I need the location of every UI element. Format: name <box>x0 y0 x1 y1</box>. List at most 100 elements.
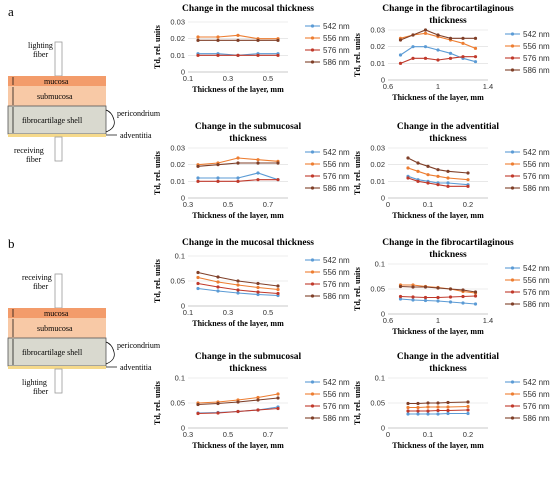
data-point <box>216 289 220 293</box>
submucosa-layer <box>8 318 106 338</box>
legend-marker <box>510 68 515 72</box>
legend-marker <box>310 282 315 286</box>
x-axis-label: Thickness of the layer, mm <box>392 93 484 102</box>
legend-marker <box>310 270 315 274</box>
data-point <box>411 295 415 299</box>
data-point <box>436 286 440 290</box>
data-point <box>256 395 260 400</box>
data-point <box>406 412 410 416</box>
x-tick-label: 0 <box>386 200 390 209</box>
data-point <box>196 38 200 42</box>
data-point <box>473 36 478 40</box>
chart-b-adventitial: Change in the adventitial thickness 0 0.05 0… <box>350 348 550 467</box>
chart-title: thickness <box>229 134 267 144</box>
data-point <box>448 300 453 304</box>
legend-marker <box>310 36 315 40</box>
data-point <box>256 292 260 297</box>
x-tick-label: 0.3 <box>223 74 233 83</box>
data-point <box>256 161 260 165</box>
legend-marker <box>510 380 515 384</box>
chart-a-fibrocartilaginous: Change in the fibrocartilaginous thicknes… <box>350 0 550 119</box>
data-point <box>216 163 220 167</box>
legend-label: 556 nm <box>323 268 350 277</box>
submucosa-label: submucosa <box>37 92 73 101</box>
data-point <box>276 178 280 182</box>
data-point <box>448 295 453 299</box>
legend-marker <box>310 174 315 178</box>
data-point <box>256 408 260 412</box>
data-point <box>446 184 450 188</box>
legend-marker <box>510 32 515 36</box>
data-point <box>236 33 240 37</box>
legend-marker <box>510 56 515 60</box>
data-point <box>196 179 200 183</box>
data-point <box>398 61 403 65</box>
data-point <box>423 28 428 32</box>
data-point <box>406 176 410 180</box>
y-tick-label: 0.02 <box>370 160 385 169</box>
legend-label: 542 nm <box>323 148 350 157</box>
series-line <box>407 177 468 187</box>
legend-marker <box>310 258 315 262</box>
data-point <box>426 181 430 185</box>
data-point <box>448 51 453 55</box>
data-point <box>461 41 465 45</box>
legend-label: 576 nm <box>523 54 550 63</box>
data-point <box>196 53 200 57</box>
data-point <box>196 402 200 407</box>
chart-title: Change in the fibrocartilaginous <box>382 4 514 14</box>
data-point <box>411 56 415 60</box>
chart-title: Change in the mucosal thickness <box>182 238 314 248</box>
data-point <box>256 171 260 175</box>
chart-svg: Change in the submucosal thickness 0 0.01 0.… <box>153 122 350 220</box>
data-point <box>196 411 200 416</box>
data-point <box>406 156 410 160</box>
data-point <box>416 161 420 165</box>
chart-a-submucosal: Change in the submucosal thickness 0 0.01 0.… <box>150 118 350 237</box>
mucosa-label: mucosa <box>44 309 69 318</box>
x-axis-label: Thickness of the layer, mm <box>192 319 284 328</box>
y-tick-label: 0.1 <box>375 374 385 383</box>
data-point <box>256 285 260 290</box>
y-tick-label: 0.1 <box>175 374 185 383</box>
bottom-fiber-label-b: lighting fiber <box>22 378 48 396</box>
y-tick-label: 0 <box>181 194 185 203</box>
data-point <box>196 275 200 280</box>
x-tick-label: 0.2 <box>463 200 473 209</box>
data-point <box>416 409 420 413</box>
chart-title: Change in the mucosal thickness <box>182 4 314 14</box>
data-point <box>436 168 440 172</box>
chart-title: Change in the submucosal <box>195 122 302 132</box>
data-point <box>466 171 470 175</box>
data-point <box>448 36 453 40</box>
x-tick-label: 0.3 <box>223 308 233 317</box>
data-point <box>398 53 403 57</box>
chart-svg: Change in the fibrocartilaginous thicknes… <box>353 238 550 336</box>
legend-label: 586 nm <box>523 66 550 75</box>
data-point <box>398 294 403 299</box>
legend-marker <box>510 278 515 282</box>
y-tick-label: 0 <box>181 68 185 77</box>
y-tick-label: 0 <box>381 76 385 85</box>
fibrocartilage-layer <box>7 337 107 367</box>
data-point <box>436 183 440 187</box>
data-point <box>426 405 430 409</box>
legend-marker <box>510 392 515 396</box>
adventitia-layer <box>8 366 106 369</box>
chart-svg: Change in the mucosal thickness 0 0.01 0.02… <box>153 4 350 94</box>
chart-a-mucosal: Change in the mucosal thickness 0 0.01 0.02… <box>150 0 350 119</box>
x-tick-label: 1 <box>436 82 440 91</box>
legend-label: 556 nm <box>523 276 550 285</box>
x-tick-label: 0.1 <box>183 308 193 317</box>
receiving-fiber <box>54 136 63 162</box>
legend-marker <box>310 24 315 28</box>
x-axis-label: Thickness of the layer, mm <box>392 327 484 336</box>
data-point <box>236 176 240 180</box>
data-point <box>196 164 200 168</box>
y-tick-label: 0.1 <box>175 252 185 261</box>
legend-label: 556 nm <box>523 160 550 169</box>
y-axis-label: Td, rel. units <box>153 259 162 303</box>
legend-marker <box>310 186 315 190</box>
data-point <box>436 405 440 409</box>
data-point <box>411 45 415 49</box>
